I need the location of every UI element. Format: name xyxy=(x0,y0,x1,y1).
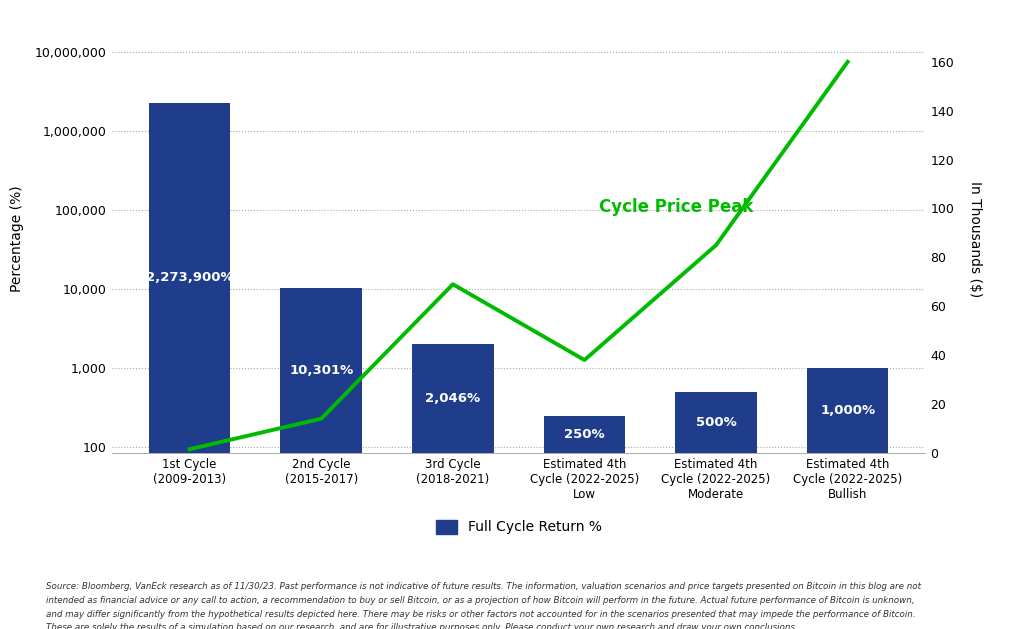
Bar xyxy=(281,288,362,629)
Text: and may differ significantly from the hypothetical results depicted here. There : and may differ significantly from the hy… xyxy=(46,610,915,618)
Bar xyxy=(544,416,625,629)
Legend: Full Cycle Return %: Full Cycle Return % xyxy=(430,514,607,540)
Text: 500%: 500% xyxy=(696,416,736,429)
Bar xyxy=(806,369,889,629)
Text: Source: Bloomberg, VanEck research as of 11/30/23. Past performance is not indic: Source: Bloomberg, VanEck research as of… xyxy=(46,582,920,591)
Text: Cycle Price Peak: Cycle Price Peak xyxy=(599,198,754,216)
Text: 2,273,900%: 2,273,900% xyxy=(145,272,234,284)
Text: intended as financial advice or any call to action, a recommendation to buy or s: intended as financial advice or any call… xyxy=(46,596,914,604)
Bar xyxy=(412,343,493,629)
Bar xyxy=(148,103,231,629)
Text: 250%: 250% xyxy=(564,428,605,441)
Y-axis label: Percentage (%): Percentage (%) xyxy=(10,186,24,292)
Text: 10,301%: 10,301% xyxy=(289,364,353,377)
Y-axis label: In Thousands ($): In Thousands ($) xyxy=(968,181,982,297)
Bar xyxy=(675,392,757,629)
Text: 2,046%: 2,046% xyxy=(425,392,480,405)
Text: 1,000%: 1,000% xyxy=(820,404,876,417)
Text: These are solely the results of a simulation based on our research, and are for : These are solely the results of a simula… xyxy=(46,623,797,629)
